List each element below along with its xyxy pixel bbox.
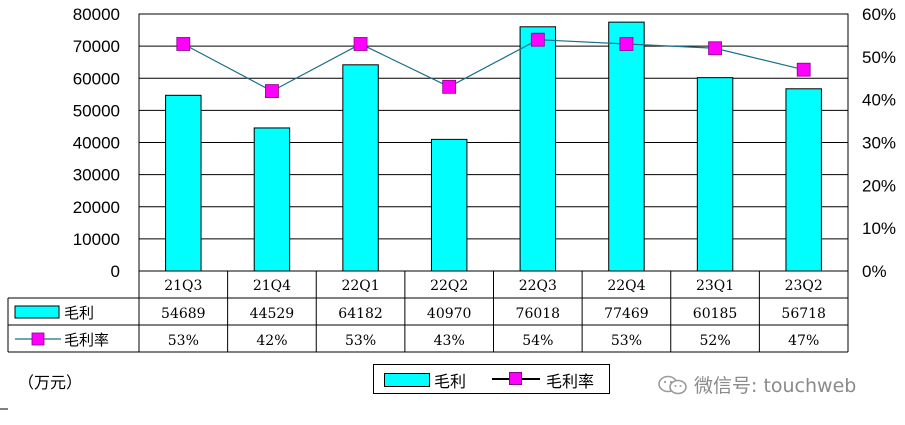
table-row-header: 毛利	[64, 304, 94, 322]
bar	[430, 138, 468, 272]
table-line-value: 52%	[700, 333, 731, 349]
table-bar-swatch	[14, 305, 60, 319]
y-left-tick-label: 40000	[73, 134, 120, 153]
table-marker-swatch	[31, 332, 45, 346]
y-right-tick-label: 20%	[862, 176, 896, 195]
table-bar-value: 56718	[781, 306, 826, 322]
line-point-marker	[176, 37, 191, 51]
y-left-tick-label: 0	[111, 262, 120, 281]
bar	[165, 94, 202, 272]
y-right-tick-label: 30%	[862, 134, 896, 153]
bar	[519, 26, 557, 272]
x-category-label: 22Q4	[607, 278, 645, 294]
bar	[608, 21, 645, 272]
x-category-label: 23Q2	[785, 278, 823, 294]
table-bar-value: 54689	[161, 306, 206, 322]
table-line-value: 42%	[256, 333, 287, 349]
y-left-tick-label: 20000	[73, 198, 120, 217]
table-bar-value: 76018	[516, 306, 561, 322]
table-line-value: 43%	[434, 333, 465, 349]
y-left-tick-label: 10000	[73, 230, 120, 249]
table-bar-value: 40970	[427, 306, 472, 322]
table-line-value: 53%	[168, 333, 199, 349]
table-line-value: 53%	[345, 333, 376, 349]
y-right-tick-label: 40%	[862, 91, 896, 110]
x-category-label: 22Q1	[341, 278, 379, 294]
table-line-value: 53%	[611, 333, 642, 349]
y-right-tick-label: 60%	[862, 5, 896, 24]
line-point-marker	[796, 62, 811, 77]
line-point-marker	[619, 37, 634, 51]
line-point-marker	[442, 79, 457, 94]
legend: 毛利 毛利率	[373, 364, 610, 394]
legend-bar-label: 毛利	[434, 372, 467, 391]
table-line-value: 54%	[522, 333, 553, 349]
bar	[342, 64, 379, 272]
unit-label: （万元）	[18, 373, 83, 392]
table-bar-value: 44529	[250, 306, 295, 322]
y-left-tick-label: 30000	[73, 166, 120, 185]
y-left-tick-label: 80000	[73, 5, 120, 24]
table-line-value: 47%	[788, 333, 819, 349]
margin-line	[183, 39, 804, 92]
x-category-label: 21Q4	[253, 278, 291, 294]
x-category-label: 22Q3	[519, 278, 557, 294]
watermark-text: 微信号: touchweb	[694, 375, 857, 397]
line-point-marker	[353, 37, 368, 51]
bar	[253, 127, 291, 272]
x-category-label: 21Q3	[164, 278, 202, 294]
table-bar-value: 60185	[693, 306, 738, 322]
table-row-header: 毛利率	[64, 331, 109, 349]
y-right-tick-label: 10%	[862, 219, 896, 238]
legend-line-label: 毛利率	[546, 372, 595, 391]
y-right-tick-label: 50%	[862, 48, 896, 67]
bar	[696, 77, 734, 272]
y-left-tick-label: 70000	[73, 37, 120, 56]
bar	[785, 88, 822, 272]
y-left-tick-label: 60000	[73, 69, 120, 88]
table-bar-value: 64182	[338, 306, 383, 322]
y-left-tick-label: 50000	[73, 101, 120, 120]
wechat-icon	[658, 375, 687, 395]
legend-bar-swatch	[384, 373, 430, 387]
y-right-tick-label: 0%	[862, 262, 887, 281]
table-bar-value: 77469	[604, 306, 649, 322]
line-point-marker	[530, 32, 545, 47]
x-category-label: 23Q1	[696, 278, 734, 294]
line-point-marker	[708, 41, 722, 56]
legend-marker-icon	[509, 372, 522, 385]
x-category-label: 22Q2	[430, 278, 468, 294]
line-point-marker	[265, 84, 279, 98]
